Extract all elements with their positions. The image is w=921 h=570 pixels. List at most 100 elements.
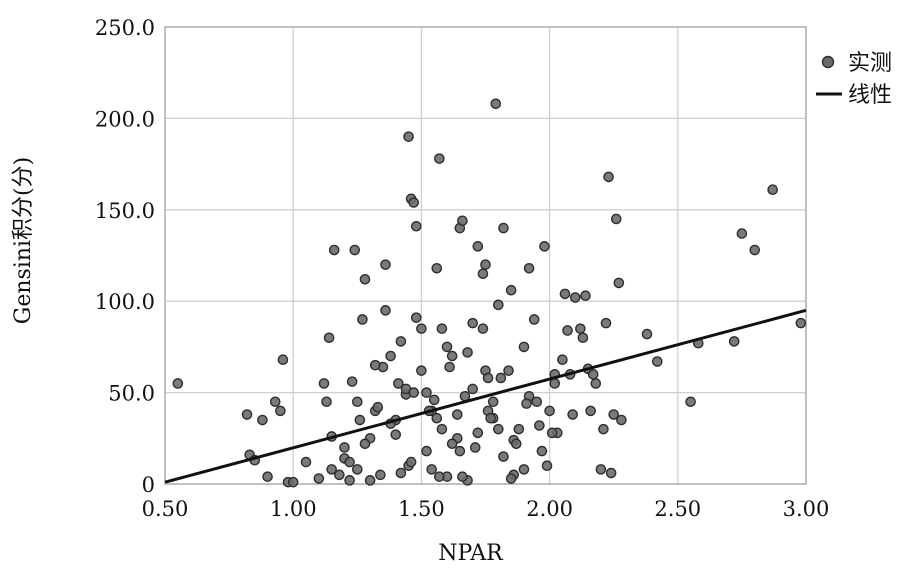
data-point (505, 284, 517, 296)
data-point (359, 438, 371, 450)
data-point (334, 469, 345, 481)
data-point (531, 396, 543, 408)
data-point (590, 378, 602, 389)
x-tick-labels: 0.50 1.00 1.50 2.00 2.50 3.00 (142, 497, 830, 521)
data-point (569, 292, 581, 303)
data-point (498, 451, 509, 462)
legend-label-measured: 实测 (848, 51, 892, 76)
data-point (559, 288, 571, 300)
data-point (505, 473, 517, 484)
data-point (351, 464, 363, 475)
data-points (172, 98, 807, 488)
data-point (546, 427, 558, 439)
data-point (595, 464, 607, 475)
data-point (321, 396, 332, 408)
data-point (395, 467, 407, 479)
data-point (385, 350, 396, 362)
y-tick-labels: 0 50.0 100.0 150.0 200.0 250.0 (95, 16, 155, 497)
data-point (434, 153, 445, 164)
data-point (313, 473, 325, 484)
data-point (421, 387, 432, 398)
data-point (472, 427, 484, 439)
data-point (241, 409, 253, 420)
data-point (613, 277, 625, 289)
data-point (523, 262, 535, 274)
data-point (436, 323, 448, 334)
data-point (603, 171, 614, 183)
data-point (339, 442, 350, 453)
data-point (477, 268, 489, 280)
data-point (446, 438, 458, 450)
data-point (428, 394, 440, 406)
data-point (393, 378, 404, 389)
data-point (434, 471, 445, 482)
y-axis-title: Gensini积分(分) (11, 157, 36, 324)
data-point (728, 336, 740, 347)
data-point (749, 244, 761, 256)
data-point (454, 445, 466, 457)
data-point (323, 332, 335, 344)
x-tick-label: 1.00 (270, 497, 317, 521)
data-point (467, 383, 478, 395)
y-tick-label: 150.0 (95, 199, 155, 223)
data-point (536, 445, 548, 457)
data-point (480, 259, 491, 270)
data-point (344, 456, 355, 468)
data-point (544, 405, 555, 417)
data-point (300, 456, 312, 468)
data-point (403, 131, 414, 142)
data-point (521, 398, 532, 409)
data-point (562, 325, 573, 336)
data-point (421, 445, 432, 457)
data-point (351, 396, 363, 408)
data-point (390, 429, 402, 440)
data-point (605, 467, 617, 479)
data-point (541, 460, 553, 472)
data-point (641, 328, 653, 340)
x-tick-label: 2.50 (654, 497, 701, 521)
data-point (436, 423, 448, 435)
data-point (346, 376, 358, 387)
data-point (380, 259, 391, 270)
data-point (446, 350, 458, 362)
legend-label-linear: 线性 (848, 83, 892, 108)
data-point (408, 387, 420, 398)
data-point (326, 464, 337, 475)
data-point (410, 312, 422, 323)
data-point (431, 262, 443, 274)
data-point (477, 323, 489, 334)
x-axis-title: NPAR (438, 541, 504, 566)
data-point (405, 456, 417, 468)
x-tick-label: 3.00 (783, 497, 830, 521)
data-point (518, 464, 530, 475)
data-point (416, 365, 427, 376)
data-point (375, 469, 386, 481)
data-point (795, 317, 807, 329)
data-point (610, 213, 622, 225)
data-point (472, 241, 484, 252)
data-point (495, 372, 507, 384)
data-point (372, 401, 384, 413)
data-point (416, 323, 427, 334)
data-point (357, 314, 368, 325)
data-point (651, 356, 663, 367)
plot-area-frame (164, 26, 807, 485)
data-point (575, 323, 586, 334)
data-point (431, 412, 443, 424)
data-point (277, 354, 289, 365)
data-point (587, 369, 599, 380)
data-point (557, 354, 568, 365)
data-point (269, 396, 281, 408)
data-point (441, 341, 453, 353)
y-tick-label: 0 (142, 473, 155, 497)
data-point (577, 332, 589, 344)
legend: 实测 线性 (816, 51, 892, 108)
linear-fit-line (164, 308, 807, 484)
data-point (767, 184, 778, 195)
data-point (528, 314, 540, 325)
data-point (600, 317, 612, 329)
data-point (380, 305, 391, 316)
data-point (444, 361, 455, 373)
